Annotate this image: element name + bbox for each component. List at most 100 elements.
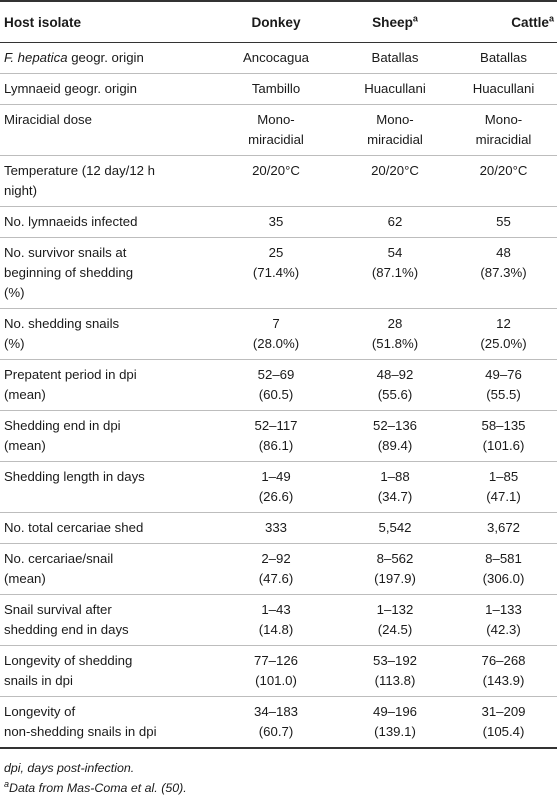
cell-value: (197.9) <box>374 571 416 586</box>
cell-value: 1–43 <box>261 602 291 617</box>
table-row: No. total cercariae shed 333 5,542 3,672 <box>0 512 557 544</box>
cell-value: 1–88 <box>380 469 410 484</box>
cell-value: (101.0) <box>255 673 297 688</box>
table-cell: 1–49 (26.6) <box>212 461 340 513</box>
row-label-text: geogr. origin <box>67 50 144 65</box>
table-cell: 7 (28.0%) <box>212 308 340 360</box>
cell-value: (101.6) <box>482 438 525 453</box>
header-donkey: Donkey <box>212 0 340 43</box>
row-label-line: Miracidial dose <box>4 112 92 127</box>
cell-value: miracidial <box>367 132 423 147</box>
table-row: F. hepatica geogr. origin Ancocagua Batall… <box>0 42 557 74</box>
table-row: Prepatent period in dpi (mean) 52–69 (60.5)… <box>0 359 557 411</box>
table-cell: 52–69 (60.5) <box>212 359 340 411</box>
table-cell: 20/20°C <box>450 155 557 207</box>
cell-value: 2–92 <box>261 551 291 566</box>
row-label: Lymnaeid geogr. origin <box>0 73 212 105</box>
table-cell: 1–133 (42.3) <box>450 594 557 646</box>
table-cell: 49–196 (139.1) <box>340 696 450 749</box>
table-cell: 3,672 <box>450 512 557 544</box>
footnote-abbrev: dpi, days post-infection. <box>4 761 135 775</box>
row-label: Miracidial dose <box>0 104 212 156</box>
cell-value: 35 <box>268 214 284 229</box>
cell-value: (143.9) <box>482 673 525 688</box>
table-cell: 52–136 (89.4) <box>340 410 450 462</box>
cell-value: 53–192 <box>372 653 417 668</box>
row-label: Longevity of shedding snails in dpi <box>0 645 212 697</box>
table-row: Lymnaeid geogr. origin Tambillo Huacullani… <box>0 73 557 105</box>
row-label-line: (mean) <box>4 571 46 586</box>
table-cell: 35 <box>212 206 340 238</box>
table-cell: 2–92 (47.6) <box>212 543 340 595</box>
row-label: Shedding end in dpi (mean) <box>0 410 212 462</box>
row-label-line: Prepatent period in dpi <box>4 367 137 382</box>
table-cell: 28 (51.8%) <box>340 308 450 360</box>
table-cell: 25 (71.4%) <box>212 237 340 309</box>
table-row: No. survivor snails at beginning of shedd… <box>0 237 557 309</box>
cell-value: 5,542 <box>378 520 412 535</box>
cell-value: (71.4%) <box>252 265 300 280</box>
cell-value: 1–132 <box>376 602 414 617</box>
cell-value: 20/20°C <box>252 163 300 178</box>
cell-value: 52–69 <box>257 367 295 382</box>
table-cell: 333 <box>212 512 340 544</box>
cell-value: 55 <box>496 214 511 229</box>
table-cell: Batallas <box>450 42 557 74</box>
cell-value: 48–92 <box>376 367 414 382</box>
table-cell: Huacullani <box>340 73 450 105</box>
table-cell: 8–562 (197.9) <box>340 543 450 595</box>
header-sheep-sup: a <box>412 12 418 23</box>
header-cattle: Cattlea <box>450 0 557 43</box>
cell-value: (47.6) <box>258 571 294 586</box>
table-cell: Ancocagua <box>212 42 340 74</box>
cell-value: (139.1) <box>374 724 416 739</box>
cell-value: (55.5) <box>486 387 521 402</box>
table-cell: 53–192 (113.8) <box>340 645 450 697</box>
table-cell: 12 (25.0%) <box>450 308 557 360</box>
table-cell: 31–209 (105.4) <box>450 696 557 749</box>
cell-value: (55.6) <box>377 387 413 402</box>
cell-value: (25.0%) <box>480 336 527 351</box>
cell-value: 76–268 <box>481 653 526 668</box>
cell-value: Ancocagua <box>243 50 309 65</box>
row-label-line: Snail survival after <box>4 602 112 617</box>
table-row: Longevity of shedding snails in dpi 77–126… <box>0 645 557 697</box>
table-cell: 52–117 (86.1) <box>212 410 340 462</box>
cell-value: 20/20°C <box>371 163 419 178</box>
cell-value: 8–562 <box>376 551 414 566</box>
table-cell: 49–76 (55.5) <box>450 359 557 411</box>
row-label: No. total cercariae shed <box>0 512 212 544</box>
cell-value: (34.7) <box>377 489 413 504</box>
row-label-line: Temperature (12 day/12 h <box>4 163 156 178</box>
cell-value: 3,672 <box>486 520 520 535</box>
row-label-line: No. shedding snails <box>4 316 120 331</box>
cell-value: (47.1) <box>486 489 521 504</box>
table-row: No. cercariae/snail (mean) 2–92 (47.6) 8–562… <box>0 543 557 595</box>
cell-value: Mono- <box>257 112 295 127</box>
cell-value: Mono- <box>484 112 523 127</box>
row-label-line: shedding end in days <box>4 622 129 637</box>
table-cell: 55 <box>450 206 557 238</box>
cell-value: 28 <box>387 316 403 331</box>
row-label-line: beginning of shedding <box>4 265 134 280</box>
row-label: Temperature (12 day/12 h night) <box>0 155 212 207</box>
cell-value: 1–85 <box>488 469 519 484</box>
table-cell: 62 <box>340 206 450 238</box>
cell-value: 20/20°C <box>479 163 528 178</box>
header-cattle-sup: a <box>548 12 554 23</box>
cell-value: (113.8) <box>374 673 416 688</box>
cell-value: Huacullani <box>472 81 535 96</box>
row-label: No. survivor snails at beginning of shedd… <box>0 237 212 309</box>
row-label-line: snails in dpi <box>4 673 73 688</box>
cell-value: 62 <box>387 214 403 229</box>
table-row: Longevity of non-shedding snails in dpi 34… <box>0 696 557 749</box>
cell-value: miracidial <box>248 132 304 147</box>
table-cell: 76–268 (143.9) <box>450 645 557 697</box>
cell-value: 1–49 <box>261 469 291 484</box>
row-label-line: (%) <box>4 336 25 351</box>
footnote-source-text: Data from Mas-Coma et al. (50). <box>9 781 187 795</box>
species-name: F. hepatica <box>4 50 68 65</box>
row-label-line: Shedding end in dpi <box>4 418 121 433</box>
table-body: F. hepatica geogr. origin Ancocagua Batall… <box>0 42 557 749</box>
